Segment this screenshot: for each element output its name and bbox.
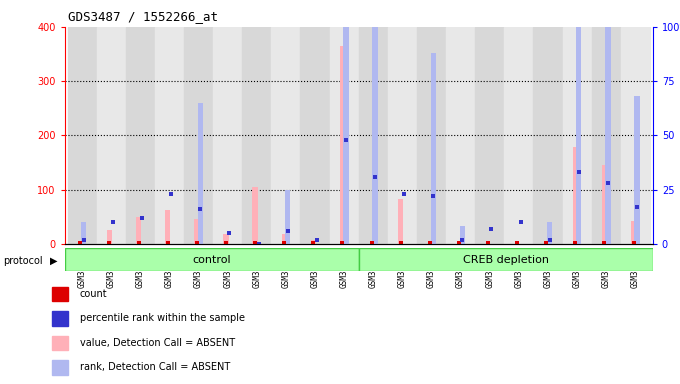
Text: percentile rank within the sample: percentile rank within the sample (80, 313, 245, 323)
Bar (184, 27, 213, 244)
Bar (242, 27, 271, 244)
Bar (446, 27, 475, 244)
Bar (301, 27, 330, 244)
Bar (358, 27, 388, 244)
Bar (52, 286, 67, 301)
Bar (65, 248, 358, 271)
Bar (576, 0, 581, 244)
Bar (198, 103, 203, 244)
Bar (533, 27, 562, 244)
Bar (373, 0, 377, 244)
Bar (460, 227, 465, 244)
Bar (126, 27, 155, 244)
Bar (311, 240, 316, 244)
Text: value, Detection Call = ABSENT: value, Detection Call = ABSENT (80, 338, 235, 348)
Bar (631, 221, 636, 244)
Bar (194, 219, 199, 244)
Text: CREB depletion: CREB depletion (463, 255, 549, 265)
Bar (213, 27, 242, 244)
Bar (136, 217, 141, 244)
Bar (605, 0, 611, 244)
Bar (330, 27, 358, 244)
Bar (107, 230, 112, 244)
Bar (562, 27, 592, 244)
Bar (388, 27, 417, 244)
Bar (165, 210, 170, 244)
Text: ▶: ▶ (50, 255, 57, 265)
Bar (52, 311, 67, 326)
Text: control: control (192, 255, 231, 265)
Text: GDS3487 / 1552266_at: GDS3487 / 1552266_at (68, 10, 218, 23)
Bar (602, 165, 607, 244)
Text: protocol: protocol (3, 256, 43, 266)
Bar (155, 27, 184, 244)
Text: count: count (80, 289, 107, 299)
Bar (475, 27, 505, 244)
Bar (52, 336, 67, 350)
Bar (97, 27, 126, 244)
Bar (285, 190, 290, 244)
Bar (417, 27, 446, 244)
Bar (547, 222, 552, 244)
Text: rank, Detection Call = ABSENT: rank, Detection Call = ABSENT (80, 362, 230, 372)
Bar (52, 360, 67, 375)
Bar (271, 27, 301, 244)
Bar (67, 27, 97, 244)
Bar (621, 27, 650, 244)
Bar (505, 27, 533, 244)
Bar (358, 248, 653, 271)
Bar (592, 27, 621, 244)
Bar (340, 46, 345, 244)
Bar (81, 222, 86, 244)
Bar (343, 0, 349, 244)
Bar (398, 199, 403, 244)
Bar (252, 187, 258, 244)
Bar (430, 53, 436, 244)
Bar (223, 234, 228, 244)
Bar (282, 234, 287, 244)
Bar (573, 147, 578, 244)
Bar (634, 96, 640, 244)
